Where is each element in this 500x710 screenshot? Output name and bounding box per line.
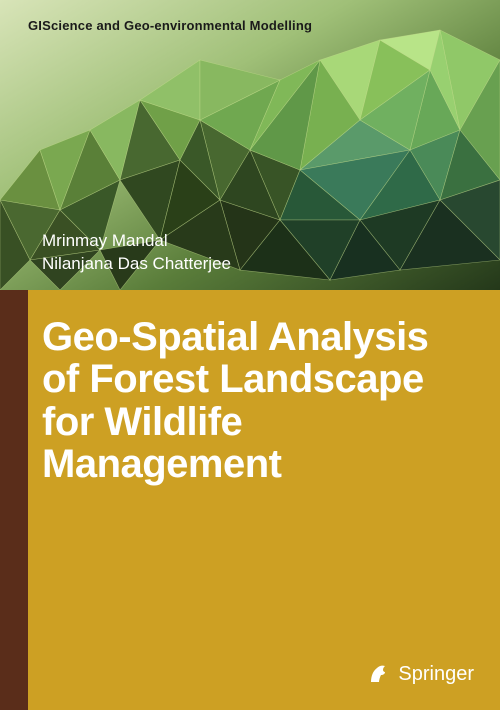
publisher-block: Springer [366,662,474,686]
publisher-name: Springer [398,663,474,686]
springer-horse-icon [366,662,390,686]
author-name: Nilanjana Das Chatterjee [42,253,231,276]
spine-accent-bar [0,290,28,710]
authors-block: Mrinmay Mandal Nilanjana Das Chatterjee [42,230,231,276]
book-title: Geo-Spatial Analysis of Forest Landscape… [42,316,470,486]
series-label: GIScience and Geo-environmental Modellin… [28,18,312,33]
book-cover: GIScience and Geo-environmental Modellin… [0,0,500,710]
author-name: Mrinmay Mandal [42,230,231,253]
